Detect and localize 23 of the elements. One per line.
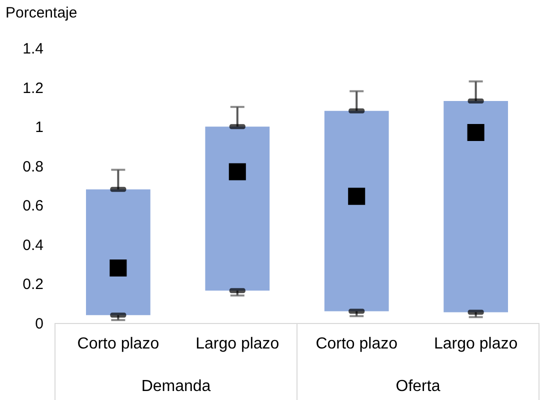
y-tick-label: 0.8 — [22, 158, 44, 176]
y-tick-label: 1.2 — [22, 80, 44, 97]
y-tick-label: 0.6 — [22, 198, 44, 215]
bar — [205, 126, 270, 291]
y-axis-title: Porcentaje — [6, 4, 78, 22]
point — [110, 259, 127, 277]
y-tick-label: 0 — [35, 316, 44, 332]
x-tick-label: Largo plazo — [434, 336, 518, 352]
x-tick-label: Corto plazo — [77, 336, 160, 352]
y-tick-label: 1 — [35, 119, 44, 136]
y-tick-label: 0.4 — [22, 236, 44, 254]
text: Oferta — [396, 378, 440, 395]
text: Demanda — [141, 378, 211, 395]
point — [228, 163, 246, 180]
y-tick-label: 0.2 — [22, 276, 44, 294]
bar — [444, 101, 508, 312]
x-tick-label: Largo plazo — [196, 336, 280, 352]
y-tick-label: 1.4 — [22, 40, 44, 58]
bar — [86, 189, 150, 316]
point — [467, 124, 484, 141]
x-tick-label: Corto plazo — [316, 336, 398, 352]
bar — [324, 110, 389, 312]
point — [348, 188, 366, 205]
